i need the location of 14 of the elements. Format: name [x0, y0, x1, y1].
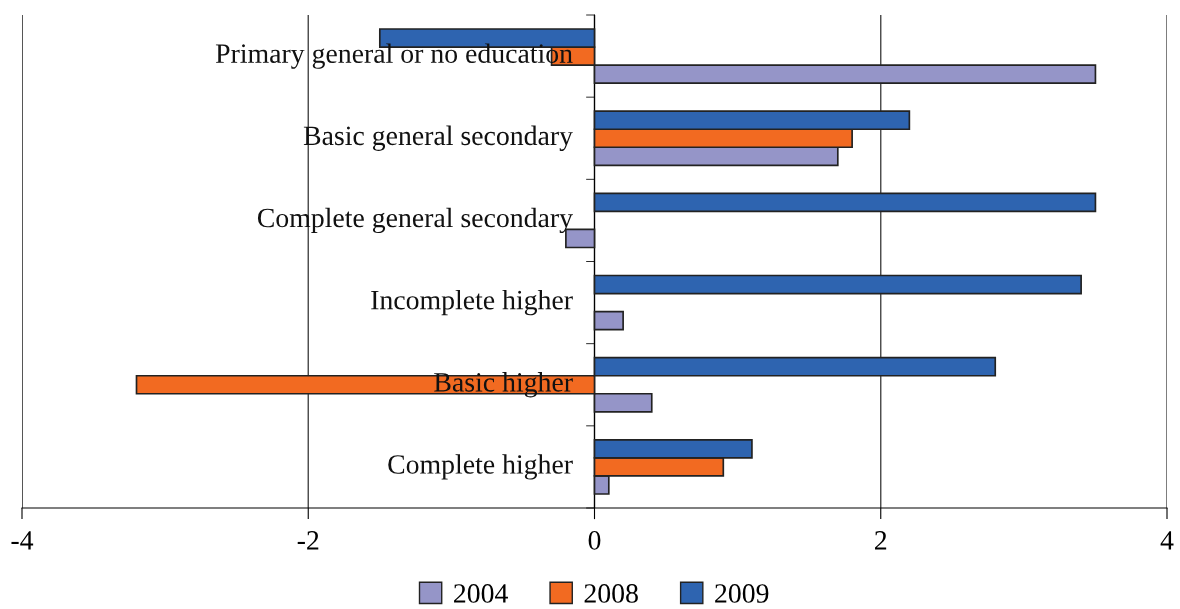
bar — [593, 274, 1082, 295]
y-tick-label: Incomplete higher — [371, 289, 573, 316]
x-tick-label: 2 — [875, 531, 887, 550]
legend-label: 2009 — [715, 584, 769, 603]
bar — [593, 310, 624, 331]
x-tick-label: 0 — [588, 531, 601, 550]
y-tick-label: Basic higher — [434, 372, 573, 398]
x-tick-label: 4 — [1160, 531, 1174, 550]
y-tick-label: Complete higher — [388, 454, 573, 480]
legend-label: 2008 — [584, 584, 638, 603]
x-tick-label: -2 — [297, 531, 319, 550]
legend-label: 2004 — [454, 584, 508, 603]
bar — [593, 192, 1097, 213]
x-tick-label: -4 — [11, 531, 34, 550]
